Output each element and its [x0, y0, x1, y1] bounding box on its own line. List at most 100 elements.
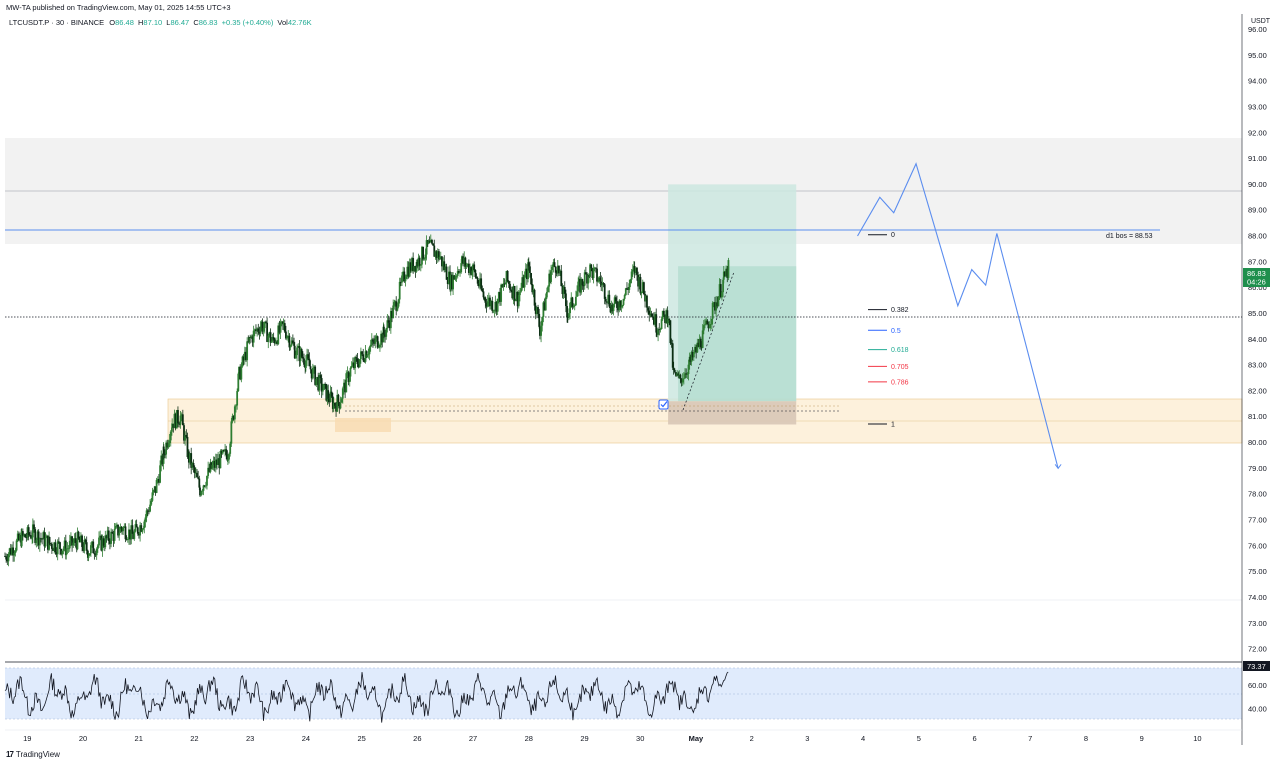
candle-body	[23, 534, 25, 536]
candle-body	[266, 322, 269, 342]
candle-body	[552, 262, 555, 267]
candle-body	[50, 543, 53, 549]
candle-body	[470, 267, 473, 275]
candle-body	[700, 347, 703, 349]
low-value: 86.47	[170, 18, 190, 27]
candle-body	[718, 284, 721, 297]
candle-body	[685, 373, 688, 375]
currency-label: USDT	[1251, 18, 1271, 25]
candle-body	[37, 531, 40, 546]
candle-body	[398, 281, 401, 300]
projection-path[interactable]	[857, 162, 1062, 470]
time-tick-label: 22	[190, 734, 198, 743]
candle-body	[669, 320, 672, 344]
candle-body	[20, 531, 23, 547]
candle-body	[74, 538, 77, 543]
rsi-tag-value: 73.37	[1247, 662, 1266, 671]
candle-body	[727, 260, 730, 278]
checkmark-icon[interactable]	[658, 399, 669, 410]
candle-body	[540, 325, 542, 336]
time-tick-label: 10	[1193, 734, 1201, 743]
candle-body	[678, 374, 681, 376]
symbol-name[interactable]: LTCUSDT.P · 30 · BINANCE	[9, 18, 105, 27]
fib-level-label: 0.5	[891, 328, 901, 335]
candle-body	[44, 537, 47, 547]
candle-body	[129, 529, 132, 540]
candle-body	[602, 283, 605, 285]
price-tick-label: 78.00	[1248, 490, 1267, 499]
candle-body	[480, 278, 483, 289]
candle-body	[287, 335, 290, 337]
candle-body	[539, 326, 541, 336]
candle-body	[467, 263, 470, 273]
candle-body	[565, 293, 567, 307]
candle-body	[239, 366, 242, 380]
candle-body	[516, 291, 519, 307]
candle-body	[633, 266, 636, 273]
candle-body	[144, 517, 147, 522]
tradingview-brand[interactable]: 17 TradingView	[6, 750, 60, 759]
candle-body	[5, 556, 8, 560]
candle-body	[207, 467, 210, 476]
candle-body	[369, 344, 372, 348]
time-axis[interactable]: 19 20 21 22 23 24 25 26 27 28 29 30 May 2 3 4 5 6 7 8 9 10	[23, 734, 1201, 743]
time-tick-label: 30	[636, 734, 644, 743]
candle-body	[619, 300, 622, 308]
candle-body	[341, 388, 344, 399]
candle-body	[132, 533, 135, 539]
candle-body	[523, 275, 526, 288]
tradingview-name: TradingView	[15, 750, 60, 759]
candle-body	[600, 281, 603, 286]
candle-body	[351, 362, 354, 366]
candle-body	[148, 510, 150, 512]
candle-body	[704, 324, 706, 326]
candle-body	[411, 258, 413, 271]
candle-body	[248, 337, 251, 343]
candle-body	[27, 527, 30, 535]
candle-body	[11, 547, 13, 555]
candle-body	[164, 454, 166, 456]
price-axis[interactable]: 96.00 95.00 94.00 93.00 92.00 91.00 90.00 89.00…	[1248, 25, 1267, 713]
candle-body	[63, 540, 66, 549]
candle-body	[418, 257, 421, 266]
candle-body	[242, 356, 245, 361]
candle-body	[485, 302, 488, 307]
candle-body	[412, 258, 415, 272]
candle-body	[641, 282, 644, 292]
candle-body	[612, 304, 615, 312]
candle-body	[702, 325, 705, 331]
candle-body	[482, 291, 485, 298]
candle-body	[527, 262, 529, 280]
candle-body	[278, 325, 281, 333]
candle-body	[86, 550, 89, 558]
candle-body	[389, 310, 392, 329]
close-label: C	[193, 18, 199, 27]
fib-retracement[interactable]: 0 0.382 0.5 0.618 0.705 0.786 1	[868, 232, 909, 428]
candle-body	[569, 303, 571, 314]
candle-body	[392, 305, 395, 319]
candle-body	[96, 545, 99, 549]
candle-body	[531, 284, 534, 293]
candle-body	[71, 536, 73, 546]
candle-body	[120, 526, 123, 529]
candle-body	[659, 329, 662, 330]
candle-body	[573, 305, 576, 307]
price-tick-label: 96.00	[1248, 25, 1267, 34]
long-position-tool[interactable]	[668, 184, 797, 425]
candle-body	[630, 271, 633, 280]
candle-body	[345, 373, 348, 393]
candle-body	[307, 354, 310, 359]
candle-body	[165, 442, 168, 455]
candle-body	[617, 307, 620, 311]
candle-body	[472, 264, 474, 271]
candle-body	[340, 398, 343, 403]
candle-body	[711, 302, 714, 319]
candle-body	[113, 528, 116, 541]
candle-body	[197, 477, 200, 479]
candle-body	[347, 372, 350, 382]
fib-level-label: 0.705	[891, 364, 909, 371]
candle-body	[697, 342, 700, 347]
candle-body	[457, 271, 460, 273]
candle-body	[701, 330, 704, 348]
